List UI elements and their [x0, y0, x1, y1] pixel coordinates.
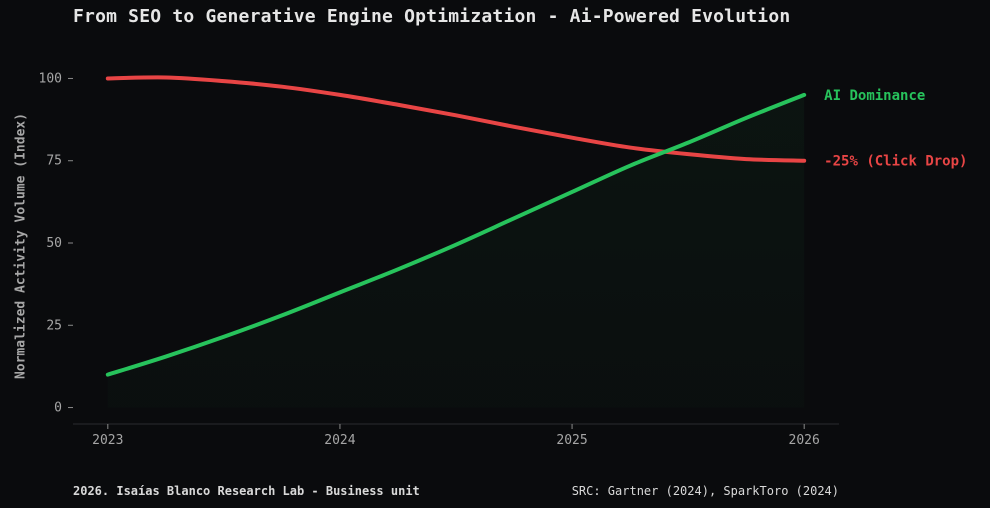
y-tick-label: 0 — [54, 401, 62, 416]
series-line-1 — [105, 92, 807, 377]
series-layer — [105, 75, 807, 408]
y-tick-label: 25 — [46, 318, 62, 333]
y-tick-label: 50 — [46, 236, 62, 251]
y-tick-label: 75 — [46, 154, 62, 169]
chart-title: From SEO to Generative Engine Optimizati… — [73, 6, 791, 27]
x-tick-label: 2023 — [92, 433, 123, 448]
footer-credit: 2026. Isaías Blanco Research Lab - Busin… — [73, 484, 420, 498]
series-area-fill — [107, 94, 805, 408]
axes: 2023 2024 2025 2026 0 25 50 75 100 — [39, 71, 839, 448]
series-end-label-0: -25% (Click Drop) — [824, 154, 967, 170]
series-line-0 — [105, 75, 807, 163]
x-tick-label: 2025 — [556, 433, 587, 448]
y-tick-label: 100 — [39, 71, 62, 86]
x-tick-label: 2024 — [324, 433, 355, 448]
series-end-label-1: AI Dominance — [824, 88, 925, 104]
y-axis-label: Normalized Activity Volume (Index) — [14, 113, 29, 379]
labels-layer: -25% (Click Drop) AI Dominance — [824, 88, 967, 170]
footer-source: SRC: Gartner (2024), SparkToro (2024) — [571, 484, 839, 498]
x-tick-label: 2026 — [789, 433, 820, 448]
